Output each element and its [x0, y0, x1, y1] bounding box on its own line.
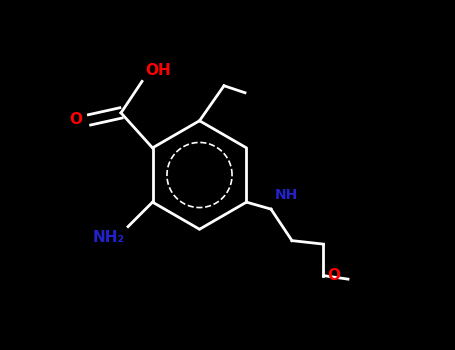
Text: O: O [327, 268, 340, 283]
Text: OH: OH [146, 63, 171, 78]
Text: O: O [70, 112, 82, 127]
Text: NH: NH [274, 188, 298, 202]
Text: NH₂: NH₂ [92, 230, 125, 245]
